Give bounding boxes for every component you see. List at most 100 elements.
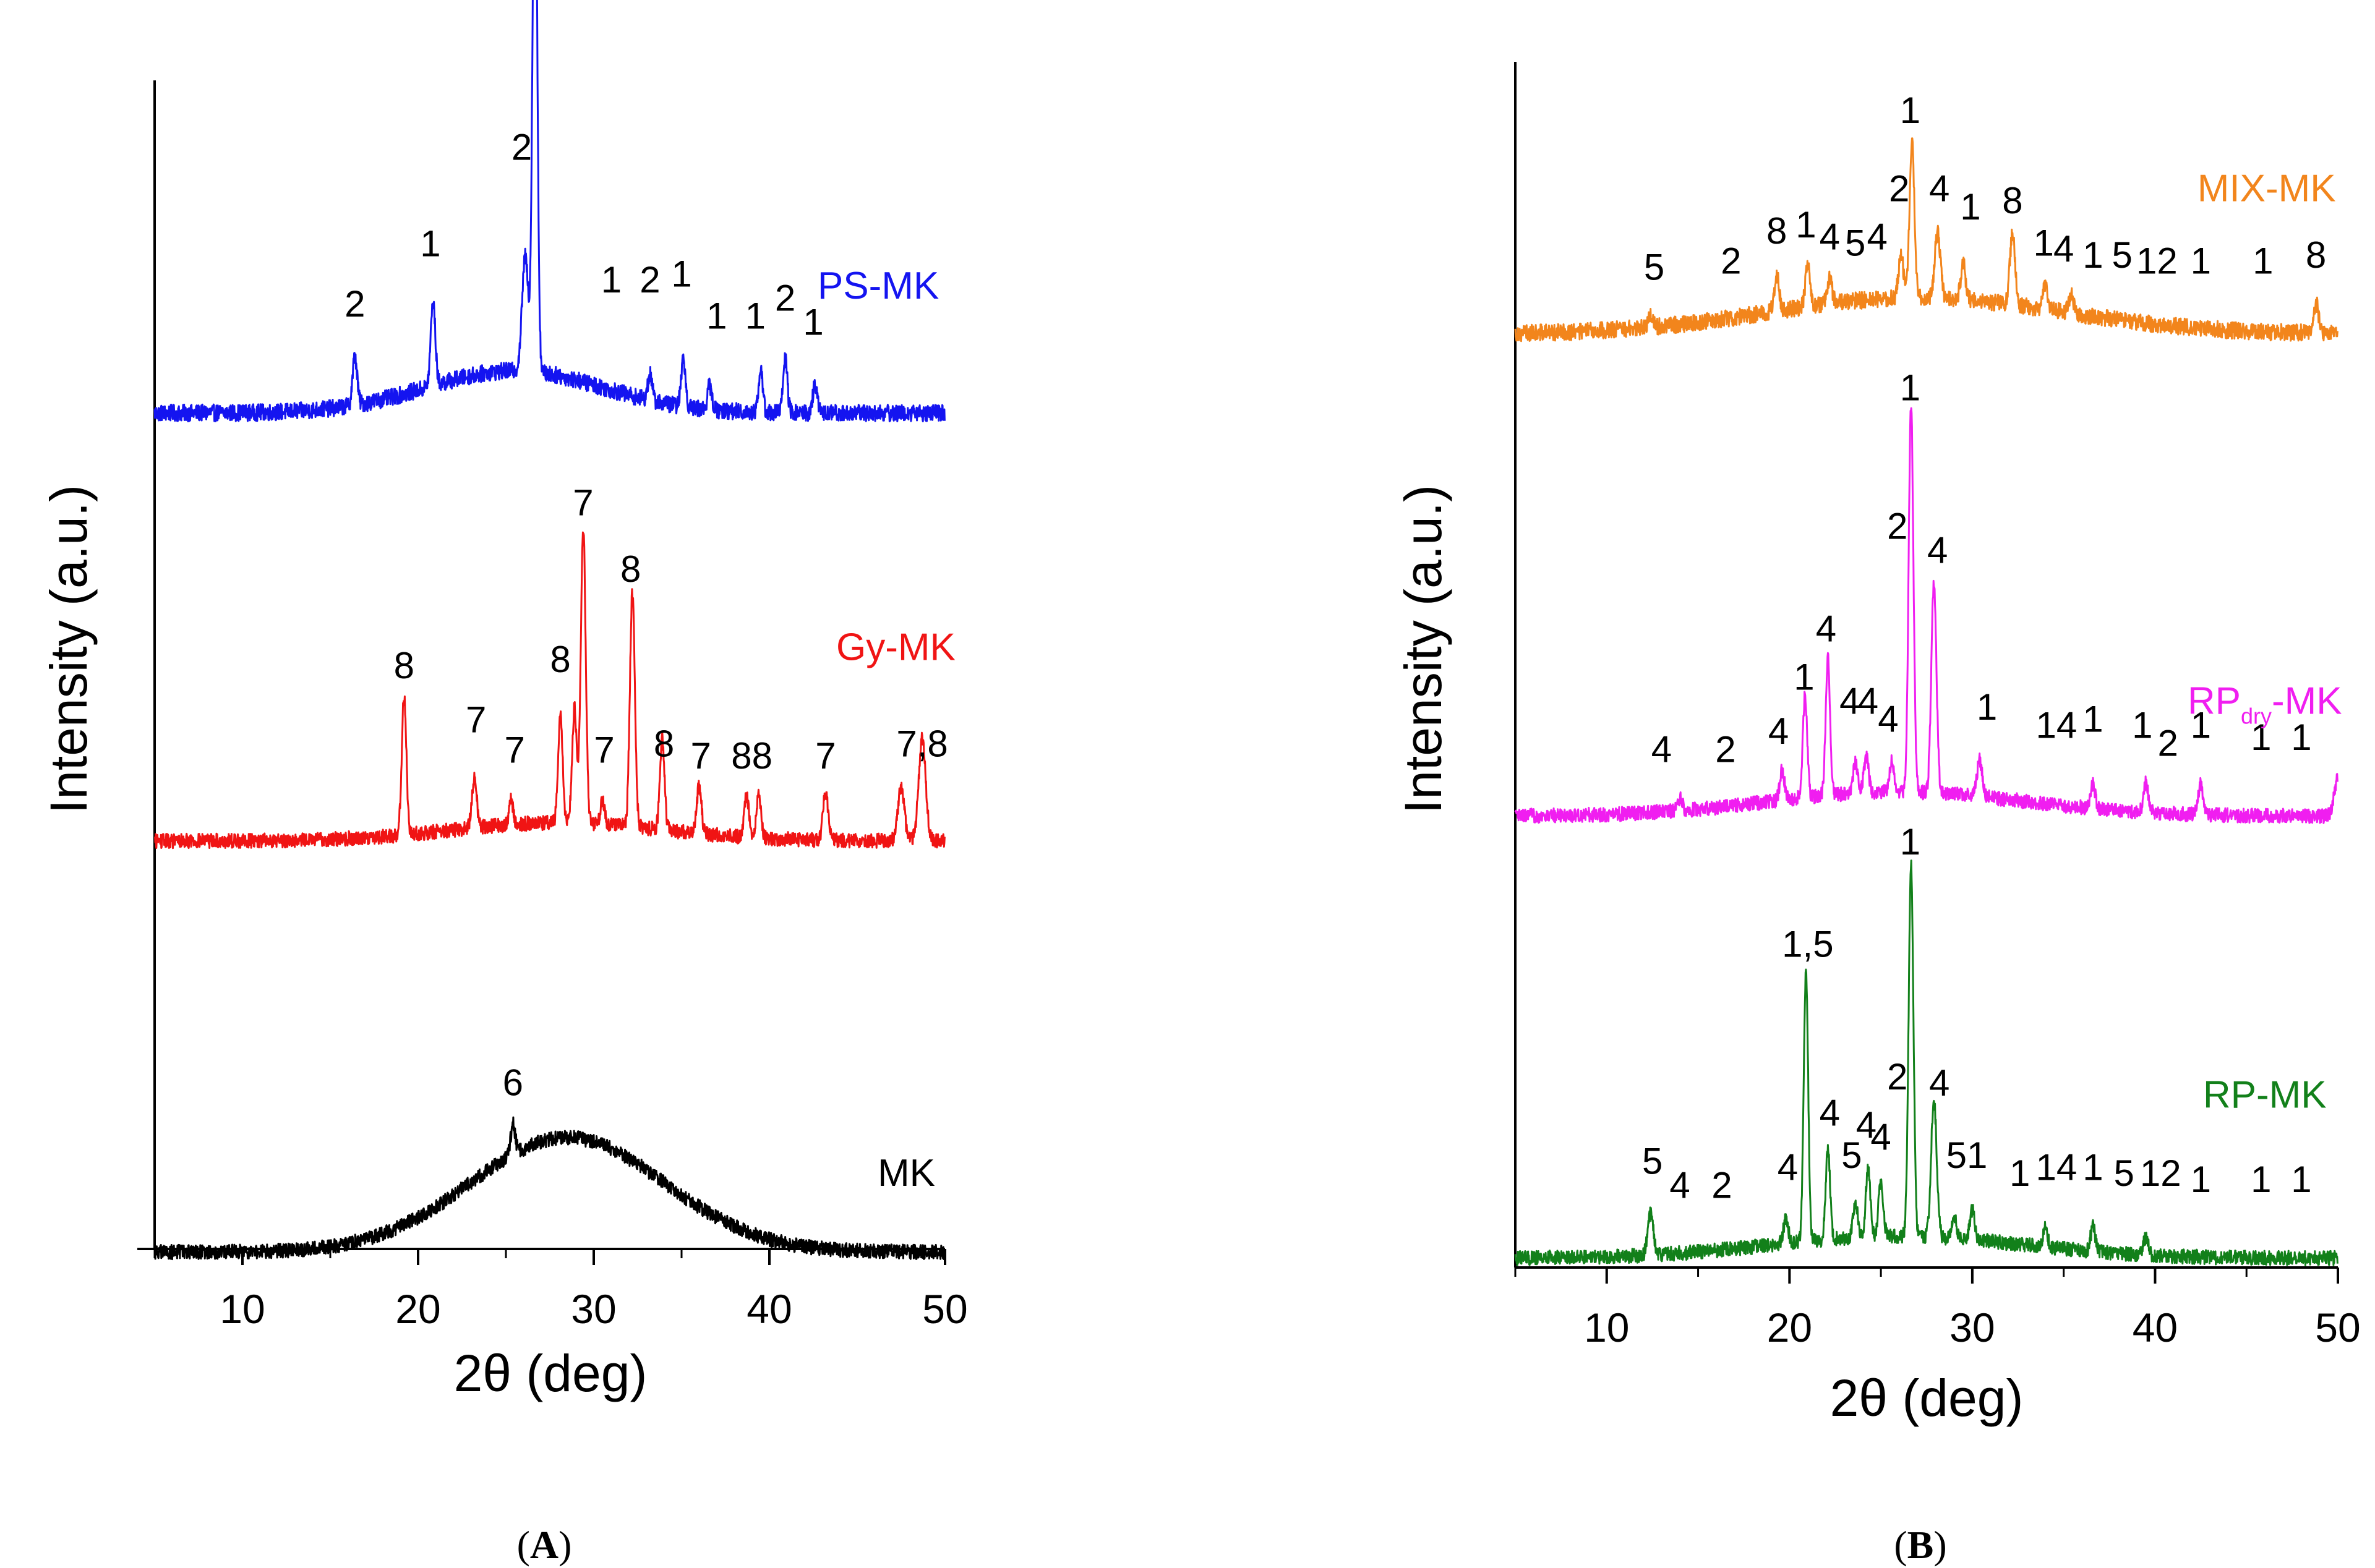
x-tick-label: 40 (747, 1286, 792, 1332)
peak-label: 51 (1946, 1135, 1988, 1176)
peak-label: 5 (1841, 1135, 1862, 1176)
panel-a-x-axis-label: 2θ (deg) (454, 1344, 648, 1402)
x-tick-label: 10 (220, 1286, 265, 1332)
x-tick-label: 50 (2315, 1305, 2360, 1350)
peak-label: 2 (1715, 728, 1735, 770)
peak-label: 2 (511, 127, 532, 168)
peak-label: 14 (2035, 704, 2077, 746)
panel-a-caption: (A) (517, 1523, 572, 1567)
panel-a-letter: A (530, 1523, 558, 1567)
series-name-suffix: -MK (2272, 680, 2342, 722)
peak-label: 8 (2002, 180, 2022, 221)
series-name-label: RPdry-MK (2188, 680, 2342, 728)
peak-label: 1 (1795, 204, 1816, 245)
peak-label: 7 (466, 699, 486, 741)
peak-label: 2 (344, 283, 365, 325)
x-tick-label: 30 (571, 1286, 616, 1332)
peak-label: 7 (594, 729, 614, 770)
panel-a-x-ticks: 10 20 30 40 50 (153, 1249, 968, 1332)
peak-label: 1 (1977, 686, 1997, 728)
peak-label: 1,5 (1782, 924, 1833, 965)
peak-label: 4 (1816, 608, 1836, 649)
panel-a-series (153, 0, 946, 1261)
peak-label: 4 (1651, 728, 1672, 770)
panel-b-x-axis-label: 2θ (deg) (1830, 1369, 2024, 1427)
peak-label: 4 (1856, 1104, 1876, 1146)
x-tick-label: 20 (1767, 1305, 1812, 1350)
series-line-mk (153, 1116, 946, 1261)
peak-label: 2 (1887, 1056, 1907, 1097)
peak-label: 1 (2082, 234, 2103, 276)
series-name-label: MK (878, 1152, 935, 1195)
peak-label: 2 (1711, 1165, 1732, 1206)
panel-a-y-axis-label: Intensity (a.u.) (40, 485, 98, 814)
peak-label: 1 (1900, 90, 1920, 131)
peak-label: 4 (1669, 1165, 1690, 1206)
peak-label: 8 (620, 548, 641, 590)
x-tick-label: 10 (1584, 1305, 1629, 1350)
peak-label: 7 (691, 735, 711, 777)
peak-label: 88 (731, 735, 772, 777)
peak-label: 4 (1839, 680, 1860, 722)
series-line-rp (1514, 407, 2339, 824)
x-tick-label: 40 (2133, 1305, 2178, 1350)
peak-label: 1 (2253, 241, 2273, 282)
peak-label: 7 (505, 729, 525, 770)
peak-label: 1 (2251, 717, 2271, 758)
series-line-mix-mk (1514, 137, 2339, 343)
peak-label: 4 (1929, 1062, 1949, 1104)
peak-label: 7 (815, 735, 836, 777)
peak-label: 5 (2112, 234, 2133, 276)
peak-label: 1 (2291, 1159, 2311, 1200)
peak-label: 1 (1900, 821, 1920, 863)
peak-label: 4 (1878, 699, 1898, 740)
peak-label: 1 (1900, 367, 1920, 408)
x-tick-label: 20 (395, 1286, 440, 1332)
peak-label: 1 (601, 259, 622, 300)
peak-label: 1 (2082, 1146, 2103, 1188)
x-tick-label: 30 (1949, 1305, 1995, 1350)
x-tick-label: 50 (922, 1286, 967, 1332)
peak-label: 7 (573, 482, 593, 524)
peak-label: 1 (2132, 704, 2152, 746)
peak-label: 2 (1721, 241, 1741, 282)
peak-label: 2 (775, 277, 795, 318)
peak-label: 4 (1820, 216, 1840, 258)
peak-label: 1 (2191, 1159, 2211, 1200)
peak-label: 1 (2009, 1153, 2030, 1194)
panel-b-series (1514, 137, 2339, 1266)
peak-label: 4 (1929, 168, 1949, 210)
series-line-rp-mk (1514, 859, 2339, 1266)
peak-label: 1 (671, 253, 691, 294)
peak-label: 1 (1960, 186, 1980, 228)
peak-label: 1 (2033, 222, 2053, 263)
peak-label: 8 (1766, 210, 1787, 252)
peak-label: 4 (1858, 680, 1878, 722)
series-name-label: Gy-MK (836, 626, 956, 669)
peak-label: 1 (745, 296, 766, 337)
peak-label: 4 (1927, 530, 1948, 571)
panel-b-x-ticks: 10 20 30 40 50 (1514, 1268, 2361, 1350)
peak-label: 4 (1778, 1146, 1798, 1188)
peak-label: 4 (1867, 216, 1888, 258)
peak-label: 14 (2035, 1146, 2077, 1188)
peak-label: 2 (1889, 168, 1909, 210)
peak-label: 4 (1768, 710, 1789, 752)
peak-label: 1 (2082, 699, 2103, 740)
peak-label: 8 (2306, 234, 2326, 276)
peak-label: 8 (654, 723, 674, 765)
peak-label: 2 (2157, 723, 2178, 764)
peak-label: 1 (2191, 704, 2211, 746)
peak-label: 5 (1644, 246, 1664, 288)
series-name-main: RP (2188, 680, 2241, 722)
panel-b-caption: (B) (1894, 1523, 1946, 1567)
peak-label: 4 (1820, 1093, 1840, 1134)
peak-label: 5 (1642, 1141, 1662, 1182)
series-line-ps-mk (153, 0, 946, 422)
peak-label: 4 (2053, 228, 2074, 270)
peak-label: 5 (1845, 222, 1865, 263)
